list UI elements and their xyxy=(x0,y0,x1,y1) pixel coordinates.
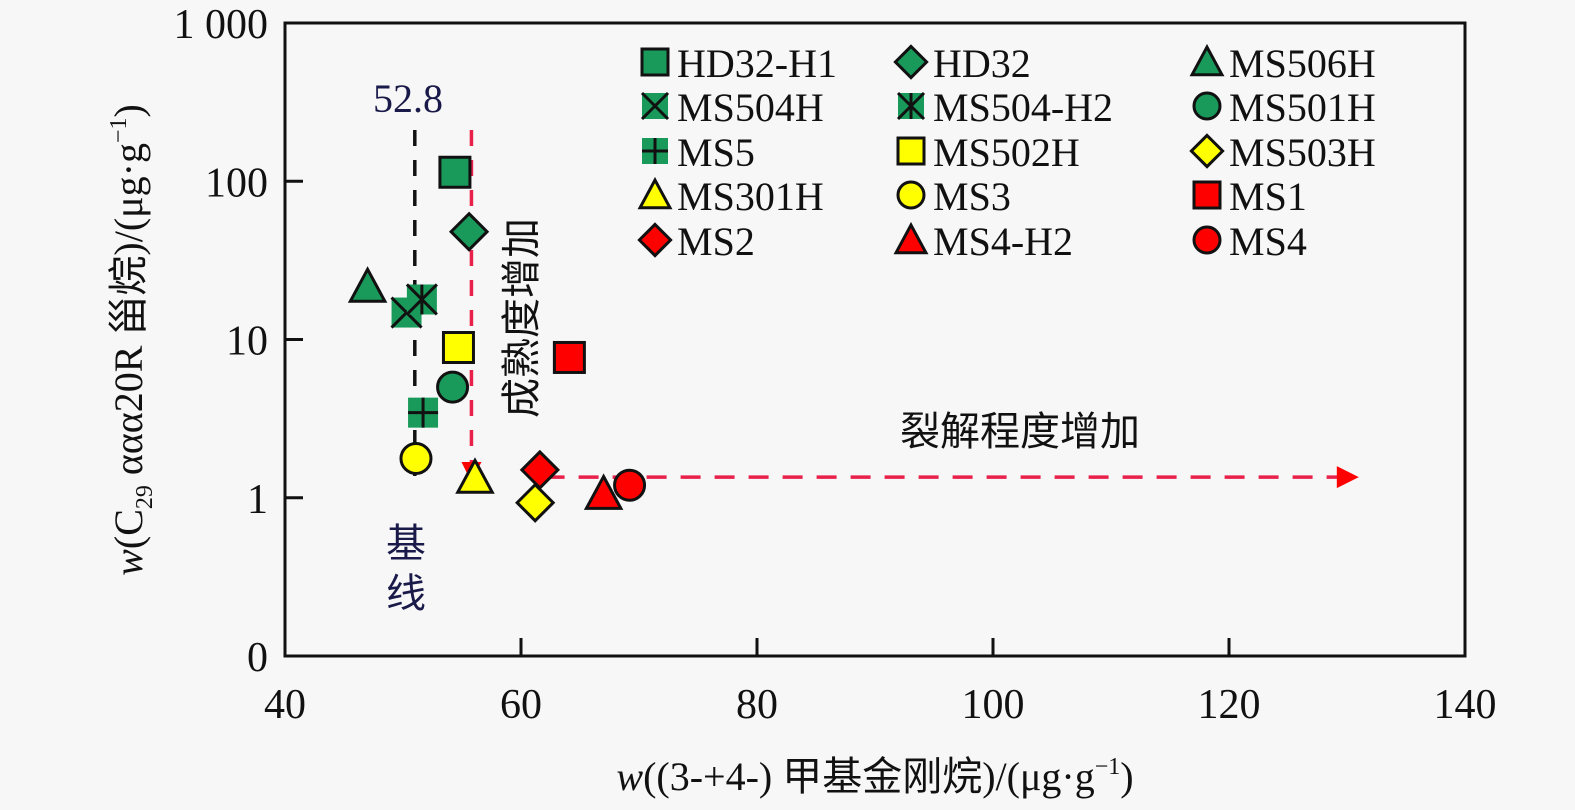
point-hd32 xyxy=(448,211,490,252)
point-ms3 xyxy=(399,442,433,476)
point-ms503h xyxy=(515,482,556,523)
point-ms501h xyxy=(436,370,470,404)
legend-label: HD32 xyxy=(933,41,1031,86)
cracking-arrowhead xyxy=(1336,466,1359,489)
legend-item-ms5: MS5 xyxy=(642,130,755,175)
x-tick-label: 120 xyxy=(1198,682,1261,728)
point-ms5 xyxy=(408,397,439,428)
legend-item-ms504-h2: MS504-H2 xyxy=(896,85,1113,130)
x-tick-label: 100 xyxy=(962,682,1025,728)
y-tick-label: 10 xyxy=(226,319,268,365)
x-tick-label: 40 xyxy=(264,682,306,728)
x-axis-title: w((3-+4-) 甲基金刚烷)/(μg·g−1) xyxy=(616,754,1133,799)
point-ms301h xyxy=(455,457,495,494)
x-tick-label: 60 xyxy=(500,682,542,728)
legend-item-ms3: MS3 xyxy=(896,174,1011,219)
x-tick-label: 80 xyxy=(736,682,778,728)
legend-marker-ms1 xyxy=(1192,180,1222,210)
y-tick-label: 1 000 xyxy=(174,2,269,48)
point-ms506h xyxy=(347,266,388,303)
legend-marker-ms503h xyxy=(1189,133,1225,169)
legend-item-hd32: HD32 xyxy=(893,41,1031,86)
marker-ms3 xyxy=(399,442,433,476)
baseline-value-label: 52.8 xyxy=(373,76,443,121)
legend-label: MS5 xyxy=(677,130,755,175)
axes: 40 60 80 100 120 140 0 1 10 100 1 000 xyxy=(174,2,1497,728)
legend-marker-ms501h xyxy=(1192,91,1222,121)
marker-ms503h xyxy=(515,482,556,523)
cracking-label: 裂解程度增加 xyxy=(900,409,1140,454)
legend-item-ms501h: MS501H xyxy=(1192,85,1376,130)
legend-item-ms502h: MS502H xyxy=(896,130,1080,175)
data-points xyxy=(347,155,647,523)
legend-marker-ms2 xyxy=(637,222,673,258)
marker-hd32-h1 xyxy=(438,155,472,189)
marker-ms1 xyxy=(552,340,586,374)
marker-ms506h xyxy=(347,266,388,303)
marker-ms301h xyxy=(455,457,495,494)
legend-label: MS501H xyxy=(1229,85,1376,130)
baseline-label-char: 线 xyxy=(386,571,426,616)
legend-item-ms4: MS4 xyxy=(1192,219,1307,264)
point-ms2 xyxy=(519,449,561,491)
x-tick-label: 140 xyxy=(1434,682,1497,728)
legend-label: MS4-H2 xyxy=(933,219,1073,264)
legend-label: MS506H xyxy=(1229,41,1376,86)
point-hd32-h1 xyxy=(438,155,472,189)
legend-label: MS1 xyxy=(1229,174,1307,219)
legend-item-ms1: MS1 xyxy=(1192,174,1307,219)
legend-item-ms506h: MS506H xyxy=(1189,41,1376,86)
legend-marker-ms504h-x2 xyxy=(640,91,670,121)
legend-item-ms301h: MS301H xyxy=(637,174,824,219)
legend-marker-ms301h xyxy=(637,176,673,210)
maturity-label: 成熟度增加 xyxy=(499,218,544,418)
legend-label: HD32-H1 xyxy=(677,41,837,86)
legend-label: MS2 xyxy=(677,219,755,264)
point-ms4 xyxy=(613,468,647,502)
point-ms502h xyxy=(441,331,475,365)
marker-ms2 xyxy=(519,449,561,491)
legend-label: MS3 xyxy=(933,174,1011,219)
legend-label: MS503H xyxy=(1229,130,1376,175)
legend-item-ms504h: MS504H xyxy=(640,85,824,130)
marker-ms4 xyxy=(613,468,647,502)
legend-label: MS504-H2 xyxy=(933,85,1113,130)
legend-marker-ms506h xyxy=(1189,43,1225,77)
point-ms504-h2 xyxy=(405,283,438,316)
legend-label: MS301H xyxy=(677,174,824,219)
legend-item-hd32-h1: HD32-H1 xyxy=(640,41,837,86)
legend-label: MS4 xyxy=(1229,219,1307,264)
y-tick-label: 0 xyxy=(247,635,268,681)
point-ms1 xyxy=(552,340,586,374)
legend-marker-hd32 xyxy=(893,44,929,80)
marker-hd32 xyxy=(448,211,490,252)
marker-ms4-h2 xyxy=(583,473,624,510)
legend-label: MS502H xyxy=(933,130,1080,175)
point-ms4-h2 xyxy=(583,473,624,510)
y-tick-label: 1 xyxy=(247,477,268,523)
legend-item-ms2: MS2 xyxy=(637,219,755,264)
legend-marker-ms4 xyxy=(1192,225,1222,255)
marker-ms501h xyxy=(436,370,470,404)
y-tick-label: 100 xyxy=(205,160,268,206)
legend-marker-ms4-h2 xyxy=(893,221,929,255)
legend-label: MS504H xyxy=(677,85,824,130)
legend-marker-ms502h xyxy=(896,136,926,166)
baseline-label-char: 基 xyxy=(386,521,426,566)
legend-marker-ms3 xyxy=(896,180,926,210)
legend-marker-hd32-h1 xyxy=(640,47,670,77)
legend-item-ms4-h2: MS4-H2 xyxy=(893,219,1073,264)
legend-item-ms503h: MS503H xyxy=(1189,130,1376,175)
y-axis-title: w(C29 ααα20R 甾烷)/(μg·g−1) xyxy=(106,104,158,576)
marker-ms502h xyxy=(441,331,475,365)
